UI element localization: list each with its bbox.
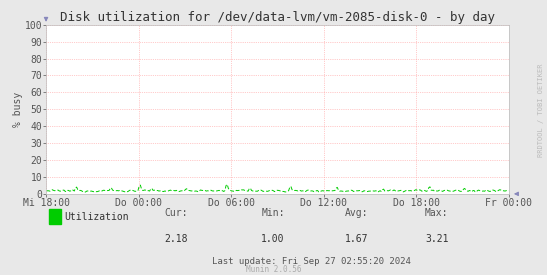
- Text: Max:: Max:: [425, 208, 449, 218]
- Text: Utilization: Utilization: [65, 212, 129, 222]
- Text: 2.18: 2.18: [164, 234, 188, 244]
- Text: 1.67: 1.67: [345, 234, 368, 244]
- Text: Munin 2.0.56: Munin 2.0.56: [246, 265, 301, 274]
- Title: Disk utilization for /dev/data-lvm/vm-2085-disk-0 - by day: Disk utilization for /dev/data-lvm/vm-20…: [60, 10, 495, 24]
- Text: Min:: Min:: [261, 208, 285, 218]
- Text: 3.21: 3.21: [425, 234, 449, 244]
- Text: Avg:: Avg:: [345, 208, 368, 218]
- Text: Last update: Fri Sep 27 02:55:20 2024: Last update: Fri Sep 27 02:55:20 2024: [212, 257, 411, 266]
- Text: 1.00: 1.00: [261, 234, 285, 244]
- Text: Cur:: Cur:: [164, 208, 188, 218]
- Text: RRDTOOL / TOBI OETIKER: RRDTOOL / TOBI OETIKER: [538, 63, 544, 157]
- Y-axis label: % busy: % busy: [13, 92, 24, 127]
